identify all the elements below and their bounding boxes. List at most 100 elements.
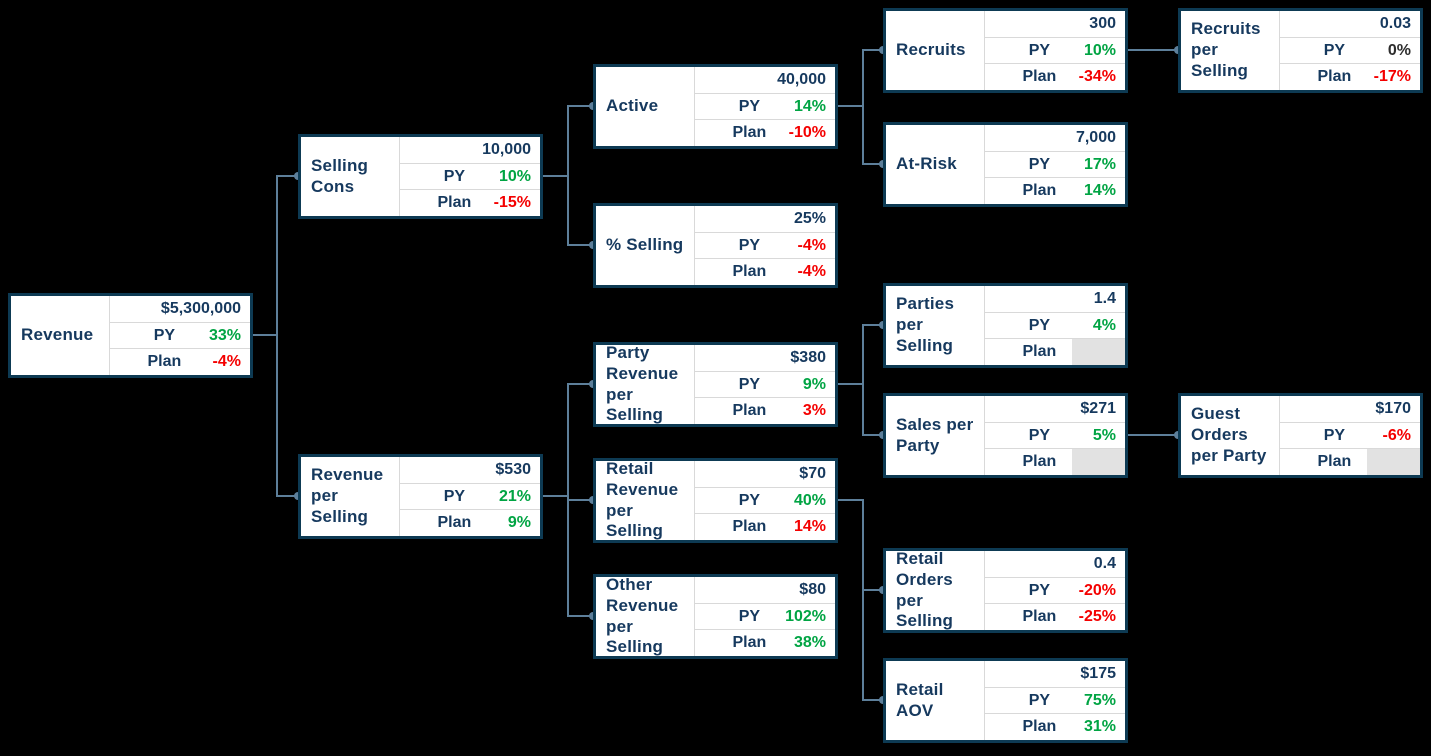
plan-value (1071, 449, 1125, 476)
py-label: PY (738, 236, 761, 254)
node-title: Parties per Selling (886, 286, 985, 365)
plan-value: -10% (788, 124, 826, 142)
py-row: PY 4% (985, 311, 1125, 339)
py-row: PY -20% (985, 576, 1125, 604)
node-title: Other Revenue per Selling (596, 575, 695, 656)
node-value: 0.4 (1093, 554, 1116, 572)
node-value: 300 (1089, 14, 1116, 32)
node-retail-revenue-per-selling[interactable]: Retail Revenue per Selling $70 PY 40% Pl… (593, 458, 838, 543)
node-value: $170 (1375, 399, 1411, 417)
node-metrics: $70 PY 40% Plan 14% (695, 461, 835, 540)
node-value: $380 (790, 348, 826, 366)
plan-label: Plan (1022, 608, 1057, 626)
node-title: Guest Orders per Party (1181, 396, 1280, 475)
connector-revenue-per-selling-children (543, 383, 593, 617)
py-value: 9% (802, 375, 826, 393)
node-revenue[interactable]: Revenue $5,300,000 PY 33% Plan -4% (8, 293, 253, 378)
node-metrics: $170 PY -6% Plan (1280, 396, 1420, 476)
value-row: 0.03 (1280, 11, 1420, 37)
plan-label: Plan (437, 514, 472, 532)
py-value: 5% (1092, 426, 1116, 444)
value-row: $70 (695, 461, 835, 487)
node-retail-orders-per-selling[interactable]: Retail Orders per Selling 0.4 PY -20% Pl… (883, 548, 1128, 633)
plan-value: -15% (493, 194, 531, 212)
plan-value: 9% (507, 514, 531, 532)
node-party-revenue-per-selling[interactable]: Party Revenue per Selling $380 PY 9% Pla… (593, 342, 838, 427)
connector-selling-cons-children (543, 105, 593, 246)
py-value: 40% (793, 491, 826, 509)
py-row: PY 17% (985, 150, 1125, 178)
plan-value (1071, 339, 1125, 366)
node-value: $80 (799, 580, 826, 598)
py-row: PY 5% (985, 421, 1125, 449)
node-pct-selling[interactable]: % Selling 25% PY -4% Plan -4% (593, 203, 838, 288)
node-value: $271 (1080, 399, 1116, 417)
py-value: -20% (1078, 581, 1116, 599)
node-metrics: $530 PY 21% Plan 9% (400, 457, 540, 536)
py-row: PY 0% (1280, 36, 1420, 64)
py-value: 17% (1083, 155, 1116, 173)
node-value: 10,000 (482, 140, 531, 158)
plan-row: Plan -4% (110, 348, 250, 375)
py-row: PY 33% (110, 321, 250, 349)
connector-revenue-children (253, 175, 298, 497)
node-title: Recruits per Selling (1181, 11, 1280, 90)
node-metrics: $5,300,000 PY 33% Plan -4% (110, 296, 250, 375)
node-metrics: $175 PY 75% Plan 31% (985, 661, 1125, 740)
value-row: 1.4 (985, 286, 1125, 312)
py-row: PY 14% (695, 92, 835, 120)
plan-row: Plan 31% (985, 713, 1125, 740)
node-active[interactable]: Active 40,000 PY 14% Plan -10% (593, 64, 838, 149)
value-row: $380 (695, 345, 835, 371)
node-title: Retail Orders per Selling (886, 549, 985, 630)
node-metrics: 40,000 PY 14% Plan -10% (695, 67, 835, 146)
py-value: 102% (785, 607, 826, 625)
plan-value: 14% (1083, 182, 1116, 200)
plan-label: Plan (147, 353, 182, 371)
plan-value: 14% (793, 518, 826, 536)
node-title: Retail AOV (886, 661, 985, 740)
plan-label: Plan (437, 194, 472, 212)
value-row: 40,000 (695, 67, 835, 93)
node-value: 1.4 (1093, 289, 1116, 307)
plan-row: Plan -17% (1280, 63, 1420, 90)
py-row: PY 40% (695, 486, 835, 514)
plan-label: Plan (1022, 343, 1057, 361)
node-recruits[interactable]: Recruits 300 PY 10% Plan -34% (883, 8, 1128, 93)
py-row: PY -4% (695, 231, 835, 259)
node-recruits-per-selling[interactable]: Recruits per Selling 0.03 PY 0% Plan -17… (1178, 8, 1423, 93)
py-value: 10% (498, 167, 531, 185)
node-selling-cons[interactable]: Selling Cons 10,000 PY 10% Plan -15% (298, 134, 543, 219)
py-row: PY 10% (985, 36, 1125, 64)
node-title: Party Revenue per Selling (596, 343, 695, 424)
node-revenue-per-selling[interactable]: Revenue per Selling $530 PY 21% Plan 9% (298, 454, 543, 539)
node-parties-per-selling[interactable]: Parties per Selling 1.4 PY 4% Plan (883, 283, 1128, 368)
py-row: PY 9% (695, 370, 835, 398)
value-row: 10,000 (400, 137, 540, 163)
py-value: 33% (208, 326, 241, 344)
node-value: 0.03 (1379, 14, 1411, 32)
node-guest-orders-per-party[interactable]: Guest Orders per Party $170 PY -6% Plan (1178, 393, 1423, 478)
node-value: $530 (495, 460, 531, 478)
node-title: Active (596, 67, 695, 146)
plan-row: Plan 9% (400, 509, 540, 536)
value-row: 7,000 (985, 125, 1125, 151)
node-value: 40,000 (777, 70, 826, 88)
node-other-revenue-per-selling[interactable]: Other Revenue per Selling $80 PY 102% Pl… (593, 574, 838, 659)
node-at-risk[interactable]: At-Risk 7,000 PY 17% Plan 14% (883, 122, 1128, 207)
plan-value: 31% (1083, 718, 1116, 736)
value-row: $175 (985, 661, 1125, 687)
plan-label: Plan (732, 124, 767, 142)
py-label: PY (1323, 426, 1346, 444)
plan-value: -25% (1078, 608, 1116, 626)
node-title: Sales per Party (886, 396, 985, 475)
node-metrics: $271 PY 5% Plan (985, 396, 1125, 476)
node-title: % Selling (596, 206, 695, 285)
node-title: At-Risk (886, 125, 985, 204)
value-row: $271 (985, 396, 1125, 422)
node-sales-per-party[interactable]: Sales per Party $271 PY 5% Plan (883, 393, 1128, 478)
py-value: 4% (1092, 316, 1116, 334)
plan-value: 38% (793, 634, 826, 652)
node-retail-aov[interactable]: Retail AOV $175 PY 75% Plan 31% (883, 658, 1128, 743)
